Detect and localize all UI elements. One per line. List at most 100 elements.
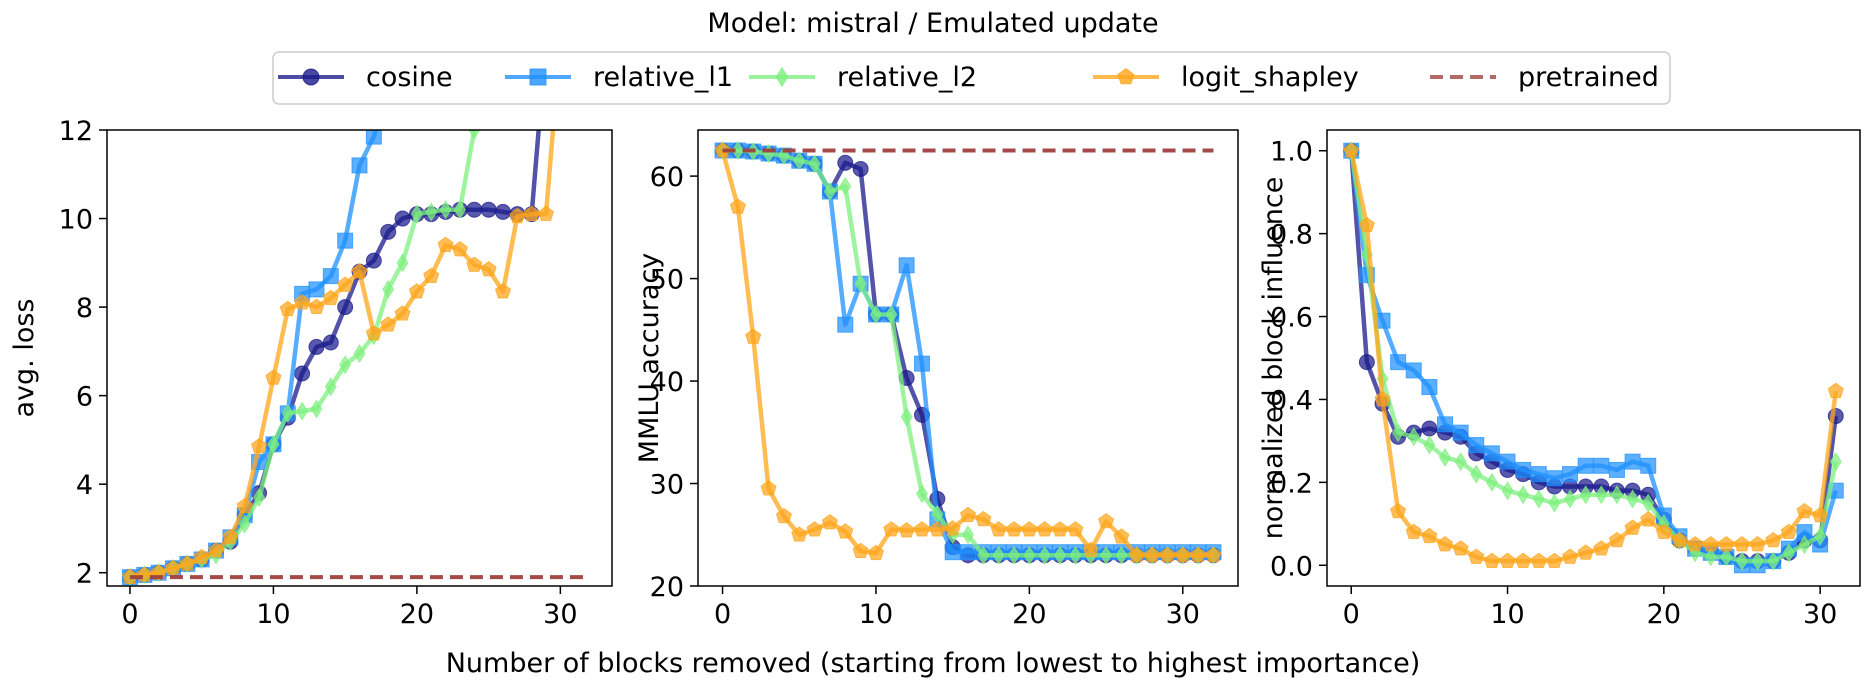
data-point-relative-l2: [839, 176, 852, 196]
data-point-logit-shapley: [821, 513, 839, 530]
data-point-logit-shapley: [975, 510, 992, 527]
series-line-relative-l1: [722, 148, 1214, 555]
legend-marker: [775, 66, 789, 88]
data-point-logit-shapley: [1827, 382, 1844, 399]
data-point-relative-l2: [1008, 545, 1021, 565]
data-point-relative-l2: [823, 181, 836, 202]
data-point-logit-shapley: [1190, 546, 1207, 563]
data-point-cosine: [480, 201, 497, 218]
data-point-cosine: [837, 154, 854, 171]
data-point-relative-l1: [898, 257, 915, 274]
data-point-logit-shapley: [451, 241, 469, 257]
data-point-logit-shapley: [279, 300, 296, 317]
data-point-logit-shapley: [423, 267, 440, 283]
data-point-logit-shapley: [883, 521, 900, 537]
data-point-logit-shapley: [437, 236, 454, 252]
data-point-logit-shapley: [944, 520, 961, 536]
series-logit-shapley: [714, 142, 1222, 563]
legend-label: cosine: [366, 62, 453, 93]
data-point-logit-shapley: [1702, 536, 1719, 552]
data-point-logit-shapley: [207, 542, 225, 558]
y-tick-label: 30: [650, 470, 684, 501]
y-tick-label: 0.8: [1270, 220, 1313, 251]
data-point-relative-l2: [281, 403, 294, 423]
series-relative-l1: [121, 130, 382, 586]
data-point-logit-shapley: [509, 207, 526, 224]
x-tick-label: 10: [256, 599, 290, 630]
data-point-relative-l2: [425, 202, 438, 222]
data-point-logit-shapley: [1468, 548, 1485, 564]
x-tick-label: 0: [714, 599, 731, 630]
data-point-relative-l2: [1532, 489, 1545, 509]
data-point-logit-shapley: [1546, 552, 1563, 568]
data-point-relative-l1: [1483, 445, 1500, 462]
data-point-logit-shapley: [222, 528, 239, 545]
data-point-relative-l2: [1579, 485, 1592, 505]
x-tick-label: 20: [400, 599, 434, 630]
data-point-logit-shapley: [1174, 546, 1191, 563]
legend-label: pretrained: [1518, 62, 1659, 93]
data-point-relative-l2: [1069, 545, 1082, 565]
data-point-logit-shapley: [1205, 546, 1222, 563]
y-tick-label: 2: [76, 559, 93, 590]
data-point-relative-l2: [1115, 545, 1128, 565]
figure-title: Model: mistral / Emulated update: [707, 8, 1158, 39]
data-point-relative-l2: [1782, 543, 1795, 563]
data-point-logit-shapley: [1021, 521, 1038, 537]
data-point-cosine: [852, 160, 869, 177]
y-tick-label: 12: [59, 116, 93, 147]
data-point-logit-shapley: [1530, 552, 1547, 568]
data-point-cosine: [308, 338, 325, 355]
series-relative-l1: [1343, 142, 1844, 574]
legend-item-pretrained: pretrained: [1430, 62, 1659, 93]
y-tick-label: 50: [650, 265, 684, 296]
data-point-logit-shapley: [365, 325, 382, 341]
series-line-cosine: [1348, 150, 1839, 564]
data-point-relative-l2: [1439, 447, 1452, 468]
x-tick-label: 10: [1490, 599, 1524, 630]
data-point-logit-shapley: [1452, 540, 1469, 556]
data-point-cosine: [1358, 354, 1375, 371]
data-point-relative-l1: [1515, 461, 1532, 478]
data-point-relative-l2: [1704, 547, 1717, 567]
legend: cosine relative_l1 relative_l2 logit_shaple…: [272, 51, 1671, 105]
data-point-relative-l2: [1485, 472, 1498, 492]
data-point-cosine: [494, 203, 511, 220]
axes-frame: [697, 129, 1239, 587]
data-point-relative-l1: [1530, 466, 1547, 483]
data-point-relative-l2: [468, 130, 481, 140]
data-point-logit-shapley: [1640, 511, 1657, 527]
data-point-relative-l1: [1437, 416, 1454, 433]
data-point-relative-l2: [339, 355, 352, 375]
x-tick-label: 0: [1343, 599, 1360, 630]
data-point-logit-shapley: [1390, 502, 1407, 519]
data-point-logit-shapley: [729, 198, 746, 214]
legend-item-relative-l2: relative_l2: [749, 62, 977, 93]
data-point-relative-l1: [1499, 453, 1516, 470]
data-point-logit-shapley: [1051, 521, 1069, 537]
series-line-relative-l2: [722, 148, 1214, 558]
data-point-logit-shapley: [351, 263, 368, 279]
data-point-logit-shapley: [1421, 527, 1438, 544]
data-point-relative-l2: [1470, 464, 1483, 484]
data-point-relative-l2: [1501, 481, 1514, 501]
y-tick-label: 1.0: [1270, 137, 1313, 168]
series-line-cosine: [722, 148, 1214, 558]
series-logit-shapley: [1343, 142, 1844, 568]
plot-area: [1343, 141, 1844, 574]
y-tick-label: 0.0: [1270, 551, 1313, 582]
data-point-logit-shapley: [380, 316, 397, 332]
data-point-relative-l1: [322, 268, 339, 285]
data-point-relative-l2: [1564, 489, 1577, 509]
data-point-logit-shapley: [837, 523, 854, 539]
data-point-logit-shapley: [1483, 552, 1500, 568]
data-point-logit-shapley: [1749, 536, 1766, 552]
data-point-logit-shapley: [929, 521, 946, 537]
data-point-relative-l2: [253, 487, 266, 508]
data-point-logit-shapley: [852, 542, 869, 559]
data-point-relative-l2: [900, 407, 913, 427]
data-point-logit-shapley: [164, 559, 182, 576]
data-point-relative-l2: [1595, 485, 1608, 505]
axes-frame: [106, 129, 613, 587]
